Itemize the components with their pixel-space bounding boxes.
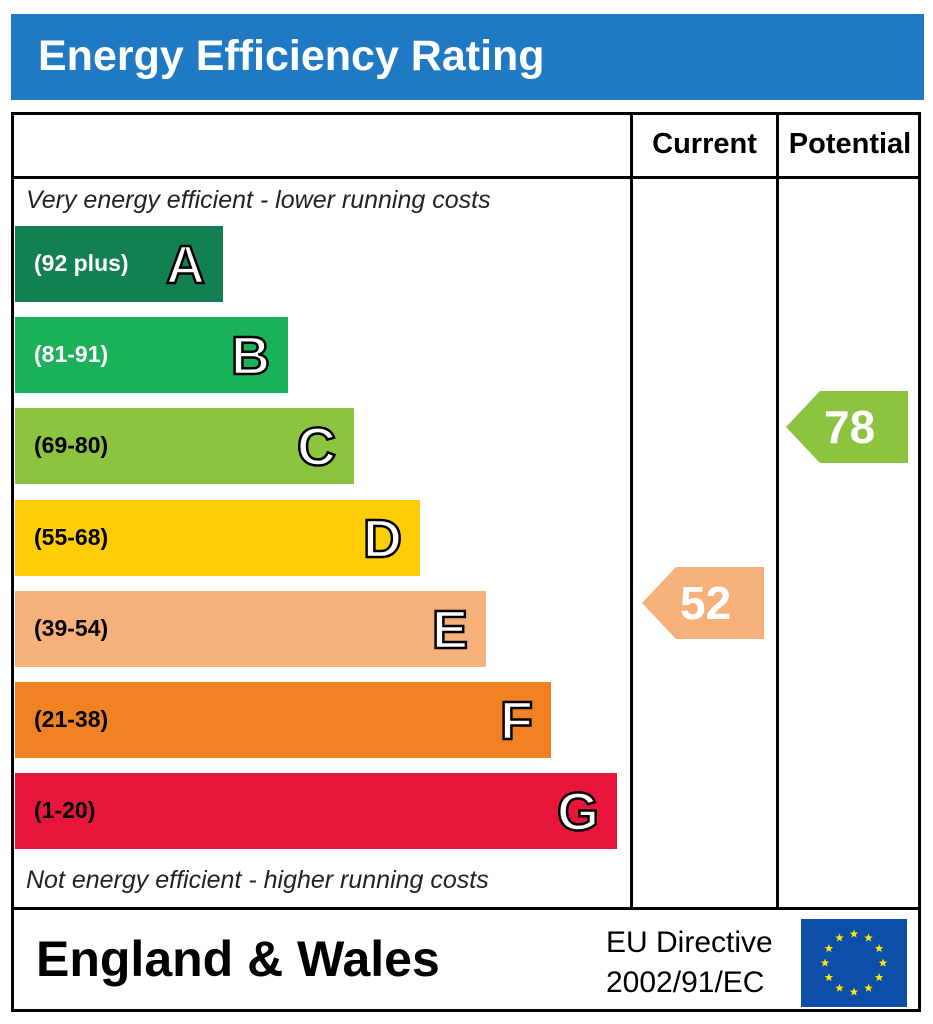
eu-star-icon	[835, 933, 844, 942]
efficient-note: Very energy efficient - lower running co…	[26, 186, 491, 214]
band-b: (81-91) B	[15, 317, 288, 394]
footer-divider	[11, 907, 921, 910]
current-rating-pointer: 52	[642, 567, 764, 639]
eu-star-icon	[824, 944, 834, 953]
band-letter-label: C	[296, 416, 338, 479]
potential-rating-pointer: 78	[786, 391, 908, 463]
band-range-label: (21-38)	[34, 706, 109, 732]
eu-star-icon	[864, 933, 873, 942]
band-range-label: (69-80)	[34, 432, 109, 459]
potential-column-divider	[776, 112, 779, 909]
eu-star-icon	[849, 929, 859, 938]
band-letter-label: F	[499, 690, 535, 753]
eu-flag-icon	[801, 919, 907, 1007]
current-column-header: Current	[652, 128, 757, 160]
band-range-label: (81-91)	[34, 341, 109, 368]
band-range-label: (1-20)	[34, 797, 96, 824]
eu-directive: EU Directive 2002/91/EC	[606, 923, 773, 1003]
current-column-divider	[630, 112, 633, 909]
eu-star-icon	[824, 973, 834, 982]
rating-frame	[11, 112, 921, 1012]
eu-star-icon	[820, 958, 830, 967]
title-bar: Energy Efficiency Rating	[11, 14, 924, 100]
band-g: (1-20) G	[15, 773, 617, 850]
directive-line-1: EU Directive	[606, 926, 773, 959]
header-divider	[11, 176, 921, 179]
directive-line-2: 2002/91/EC	[606, 966, 765, 999]
eu-star-icon	[874, 944, 884, 953]
band-f: (21-38) F	[15, 682, 551, 758]
current-pointer-shape	[642, 567, 764, 639]
band-range-label: (55-68)	[34, 523, 109, 550]
chart-title: Energy Efficiency Rating	[38, 32, 545, 80]
band-range-label: (39-54)	[34, 614, 109, 641]
band-letter-label: E	[431, 599, 470, 662]
band-letter-label: G	[556, 781, 601, 844]
band-d: (55-68) D	[15, 499, 420, 576]
band-e: (39-54) E	[15, 590, 486, 667]
eu-star-icon	[878, 958, 888, 967]
band-letter-label: B	[230, 325, 272, 388]
potential-rating-value: 78	[824, 401, 876, 453]
eu-star-icon	[849, 987, 859, 996]
band-c: (69-80) C	[15, 408, 354, 485]
band-a: (92 plus) A	[15, 226, 223, 302]
band-letter-label: D	[362, 507, 404, 570]
inefficient-note: Not energy efficient - higher running co…	[26, 866, 489, 894]
current-rating-value: 52	[680, 577, 732, 629]
eu-star-icon	[864, 983, 873, 992]
band-letter-label: A	[165, 234, 207, 297]
band-range-label: (92 plus)	[34, 250, 129, 276]
eu-star-icon	[874, 973, 884, 982]
potential-pointer-shape	[786, 391, 908, 463]
region-label: England & Wales	[36, 931, 440, 987]
eu-star-icon	[835, 983, 844, 992]
potential-column-header: Potential	[788, 128, 912, 160]
